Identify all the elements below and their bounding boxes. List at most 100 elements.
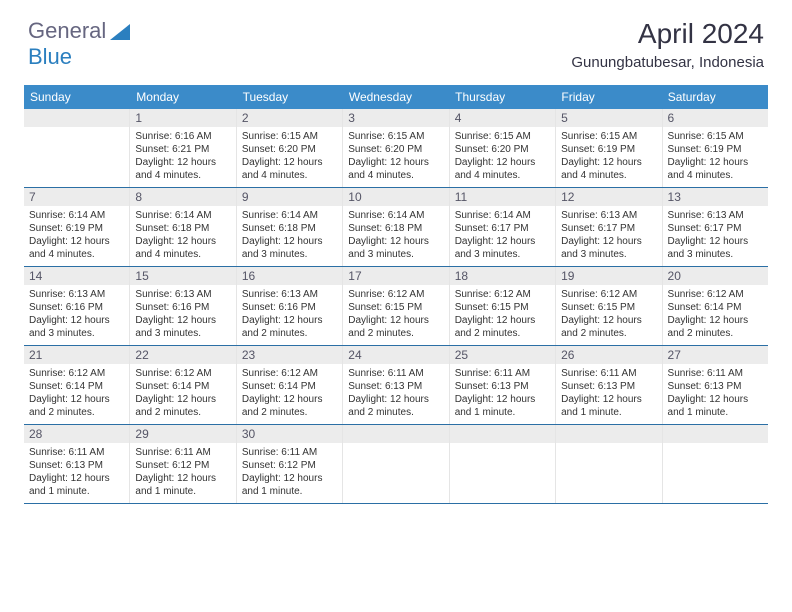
detail-line: Sunset: 6:18 PM: [242, 222, 337, 235]
day-details: Sunrise: 6:14 AMSunset: 6:17 PMDaylight:…: [450, 206, 555, 266]
detail-line: Daylight: 12 hours: [29, 314, 124, 327]
weekday-header: Saturday: [662, 85, 768, 109]
day-number: [556, 425, 661, 443]
detail-line: Sunset: 6:18 PM: [135, 222, 230, 235]
calendar-cell: 5Sunrise: 6:15 AMSunset: 6:19 PMDaylight…: [556, 109, 662, 187]
day-details: Sunrise: 6:14 AMSunset: 6:18 PMDaylight:…: [343, 206, 448, 266]
detail-line: Daylight: 12 hours: [242, 235, 337, 248]
detail-line: Daylight: 12 hours: [348, 156, 443, 169]
detail-line: Sunrise: 6:14 AM: [455, 209, 550, 222]
detail-line: Sunrise: 6:11 AM: [561, 367, 656, 380]
detail-line: Sunrise: 6:11 AM: [135, 446, 230, 459]
day-details: Sunrise: 6:11 AMSunset: 6:13 PMDaylight:…: [24, 443, 129, 503]
detail-line: and 1 minute.: [455, 406, 550, 419]
detail-line: and 3 minutes.: [561, 248, 656, 261]
weekday-header: Wednesday: [343, 85, 449, 109]
day-number: 15: [130, 267, 235, 285]
day-number: 30: [237, 425, 342, 443]
detail-line: and 4 minutes.: [668, 169, 763, 182]
detail-line: Sunrise: 6:12 AM: [668, 288, 763, 301]
calendar-week: 7Sunrise: 6:14 AMSunset: 6:19 PMDaylight…: [24, 188, 768, 267]
detail-line: and 3 minutes.: [668, 248, 763, 261]
calendar: SundayMondayTuesdayWednesdayThursdayFrid…: [24, 85, 768, 504]
weekday-header: Friday: [555, 85, 661, 109]
day-number: [663, 425, 768, 443]
detail-line: Sunrise: 6:11 AM: [29, 446, 124, 459]
detail-line: and 3 minutes.: [242, 248, 337, 261]
calendar-week: 28Sunrise: 6:11 AMSunset: 6:13 PMDayligh…: [24, 425, 768, 504]
detail-line: and 1 minute.: [242, 485, 337, 498]
day-details: Sunrise: 6:12 AMSunset: 6:15 PMDaylight:…: [450, 285, 555, 345]
weekday-header: Sunday: [24, 85, 130, 109]
detail-line: and 1 minute.: [561, 406, 656, 419]
day-number: 28: [24, 425, 129, 443]
calendar-week: 14Sunrise: 6:13 AMSunset: 6:16 PMDayligh…: [24, 267, 768, 346]
detail-line: and 2 minutes.: [135, 406, 230, 419]
detail-line: Sunset: 6:14 PM: [668, 301, 763, 314]
calendar-cell: 25Sunrise: 6:11 AMSunset: 6:13 PMDayligh…: [450, 346, 556, 424]
calendar-cell: 23Sunrise: 6:12 AMSunset: 6:14 PMDayligh…: [237, 346, 343, 424]
detail-line: Sunset: 6:13 PM: [348, 380, 443, 393]
calendar-cell: 19Sunrise: 6:12 AMSunset: 6:15 PMDayligh…: [556, 267, 662, 345]
detail-line: Daylight: 12 hours: [135, 156, 230, 169]
detail-line: Sunset: 6:15 PM: [455, 301, 550, 314]
day-details: Sunrise: 6:12 AMSunset: 6:15 PMDaylight:…: [556, 285, 661, 345]
detail-line: Daylight: 12 hours: [242, 472, 337, 485]
detail-line: Sunrise: 6:15 AM: [242, 130, 337, 143]
calendar-cell: 18Sunrise: 6:12 AMSunset: 6:15 PMDayligh…: [450, 267, 556, 345]
day-details: Sunrise: 6:12 AMSunset: 6:14 PMDaylight:…: [24, 364, 129, 424]
calendar-cell: 28Sunrise: 6:11 AMSunset: 6:13 PMDayligh…: [24, 425, 130, 503]
day-number: 12: [556, 188, 661, 206]
detail-line: Sunset: 6:12 PM: [135, 459, 230, 472]
detail-line: Sunrise: 6:13 AM: [668, 209, 763, 222]
detail-line: and 2 minutes.: [242, 327, 337, 340]
calendar-cell: 9Sunrise: 6:14 AMSunset: 6:18 PMDaylight…: [237, 188, 343, 266]
calendar-cell: 22Sunrise: 6:12 AMSunset: 6:14 PMDayligh…: [130, 346, 236, 424]
detail-line: Daylight: 12 hours: [455, 156, 550, 169]
detail-line: Daylight: 12 hours: [135, 393, 230, 406]
day-details: Sunrise: 6:14 AMSunset: 6:19 PMDaylight:…: [24, 206, 129, 266]
detail-line: Daylight: 12 hours: [242, 314, 337, 327]
day-details: Sunrise: 6:16 AMSunset: 6:21 PMDaylight:…: [130, 127, 235, 187]
day-number: 2: [237, 109, 342, 127]
detail-line: and 4 minutes.: [29, 248, 124, 261]
detail-line: Daylight: 12 hours: [668, 235, 763, 248]
weekday-header-row: SundayMondayTuesdayWednesdayThursdayFrid…: [24, 85, 768, 109]
detail-line: and 1 minute.: [29, 485, 124, 498]
calendar-cell: 3Sunrise: 6:15 AMSunset: 6:20 PMDaylight…: [343, 109, 449, 187]
day-number: 20: [663, 267, 768, 285]
day-number: 16: [237, 267, 342, 285]
detail-line: and 1 minute.: [668, 406, 763, 419]
detail-line: Sunrise: 6:13 AM: [29, 288, 124, 301]
detail-line: Sunrise: 6:12 AM: [561, 288, 656, 301]
detail-line: Sunrise: 6:15 AM: [348, 130, 443, 143]
day-details: Sunrise: 6:14 AMSunset: 6:18 PMDaylight:…: [237, 206, 342, 266]
detail-line: Daylight: 12 hours: [135, 472, 230, 485]
detail-line: and 2 minutes.: [561, 327, 656, 340]
detail-line: Sunset: 6:13 PM: [668, 380, 763, 393]
detail-line: Sunset: 6:17 PM: [668, 222, 763, 235]
detail-line: Sunset: 6:21 PM: [135, 143, 230, 156]
detail-line: Sunrise: 6:12 AM: [29, 367, 124, 380]
day-number: [24, 109, 129, 127]
detail-line: Sunrise: 6:15 AM: [561, 130, 656, 143]
day-number: 7: [24, 188, 129, 206]
detail-line: Daylight: 12 hours: [455, 235, 550, 248]
calendar-cell: 27Sunrise: 6:11 AMSunset: 6:13 PMDayligh…: [663, 346, 768, 424]
calendar-cell: 30Sunrise: 6:11 AMSunset: 6:12 PMDayligh…: [237, 425, 343, 503]
detail-line: and 4 minutes.: [135, 248, 230, 261]
detail-line: Sunset: 6:20 PM: [242, 143, 337, 156]
detail-line: Sunset: 6:19 PM: [561, 143, 656, 156]
day-details: Sunrise: 6:11 AMSunset: 6:13 PMDaylight:…: [663, 364, 768, 424]
detail-line: Sunrise: 6:15 AM: [455, 130, 550, 143]
calendar-cell: 21Sunrise: 6:12 AMSunset: 6:14 PMDayligh…: [24, 346, 130, 424]
detail-line: Sunset: 6:18 PM: [348, 222, 443, 235]
day-number: [450, 425, 555, 443]
day-details: Sunrise: 6:15 AMSunset: 6:20 PMDaylight:…: [237, 127, 342, 187]
detail-line: and 4 minutes.: [348, 169, 443, 182]
calendar-cell: [450, 425, 556, 503]
day-details: Sunrise: 6:13 AMSunset: 6:17 PMDaylight:…: [663, 206, 768, 266]
day-number: 29: [130, 425, 235, 443]
detail-line: Daylight: 12 hours: [668, 156, 763, 169]
detail-line: Daylight: 12 hours: [668, 314, 763, 327]
